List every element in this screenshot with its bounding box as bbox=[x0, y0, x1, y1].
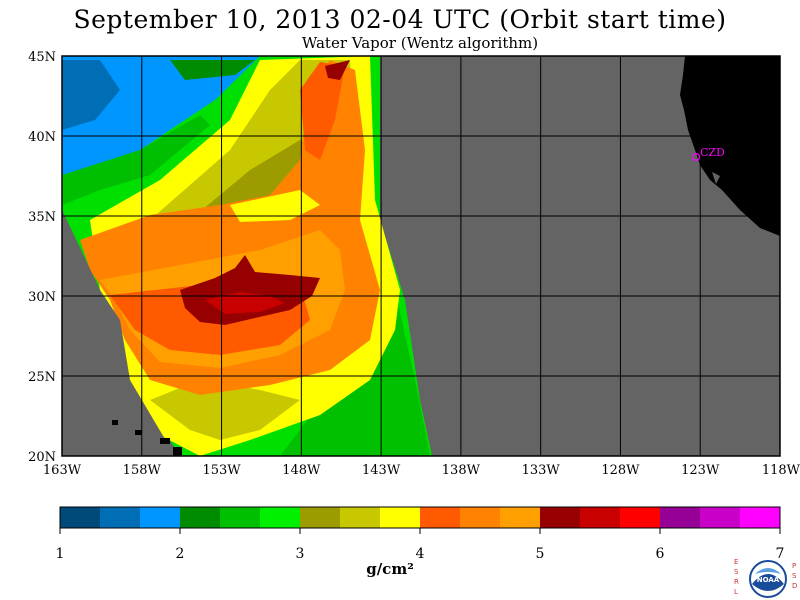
lon-label: 133W bbox=[522, 463, 561, 478]
colorbar-unit: g/cm² bbox=[366, 560, 414, 578]
logo-letter: R bbox=[734, 578, 739, 586]
land-west-coast bbox=[680, 56, 780, 236]
map-title: September 10, 2013 02-04 UTC (Orbit star… bbox=[73, 5, 727, 34]
longitude-labels: 163W 158W 153W 148W 143W 138W 133W 128W 123W 118W bbox=[43, 463, 800, 478]
lon-label: 148W bbox=[282, 463, 321, 478]
logo-letter: P bbox=[792, 562, 796, 570]
colorbar-swatch bbox=[740, 507, 781, 528]
lat-label: 20N bbox=[28, 450, 56, 465]
lon-label: 128W bbox=[601, 463, 640, 478]
station-marker: CZD bbox=[691, 146, 725, 162]
hawaii-islands bbox=[112, 420, 182, 456]
colorbar-swatch bbox=[700, 507, 741, 528]
lon-label: 158W bbox=[123, 463, 162, 478]
colorbar-swatch bbox=[60, 507, 101, 528]
colorbar-swatch bbox=[140, 507, 181, 528]
colorbar-tick-label: 1 bbox=[56, 546, 65, 562]
map-frame bbox=[61, 55, 781, 457]
lat-lon-grid bbox=[62, 56, 780, 456]
colorbar-swatch bbox=[540, 507, 581, 528]
colorbar-swatch bbox=[260, 507, 301, 528]
colorbar-swatch bbox=[500, 507, 541, 528]
no-data-wedge bbox=[62, 210, 175, 456]
colorbar-swatch bbox=[220, 507, 261, 528]
colorbar-tick-label: 7 bbox=[776, 546, 785, 562]
map-subtitle: Water Vapor (Wentz algorithm) bbox=[301, 34, 539, 52]
lat-label: 40N bbox=[28, 130, 56, 145]
colorbar-swatch bbox=[180, 507, 221, 528]
logo-letter: E bbox=[734, 558, 738, 566]
colorbar-swatch bbox=[380, 507, 421, 528]
colorbar-tick-label: 3 bbox=[296, 546, 305, 562]
colorbar-swatch bbox=[620, 507, 661, 528]
svg-text:NOAA: NOAA bbox=[757, 576, 780, 584]
svg-text:CZD: CZD bbox=[700, 146, 725, 159]
colorbar-ticks: 1 2 3 4 5 6 7 bbox=[56, 528, 785, 562]
colorbar bbox=[60, 507, 781, 528]
colorbar-tick-label: 2 bbox=[176, 546, 185, 562]
lat-label: 25N bbox=[28, 370, 56, 385]
water-vapor-swath bbox=[62, 56, 432, 456]
colorbar-swatch bbox=[660, 507, 701, 528]
lat-label: 30N bbox=[28, 290, 56, 305]
logo-letter: S bbox=[734, 568, 739, 576]
colorbar-tick-label: 4 bbox=[416, 546, 425, 562]
colorbar-swatch bbox=[460, 507, 501, 528]
logo-letter: D bbox=[792, 582, 797, 590]
lon-label: 153W bbox=[202, 463, 241, 478]
lon-label: 123W bbox=[681, 463, 720, 478]
latitude-labels: 45N 40N 35N 30N 25N 20N bbox=[28, 50, 56, 465]
colorbar-swatch bbox=[100, 507, 141, 528]
colorbar-swatch bbox=[420, 507, 461, 528]
logo-letter: L bbox=[734, 588, 738, 596]
colorbar-tick-label: 5 bbox=[536, 546, 545, 562]
colorbar-tick-label: 6 bbox=[656, 546, 665, 562]
logo-letter: S bbox=[792, 572, 797, 580]
lon-label: 118W bbox=[762, 463, 800, 478]
colorbar-swatch bbox=[340, 507, 381, 528]
band-dark-red bbox=[180, 255, 320, 325]
lat-label: 45N bbox=[28, 50, 56, 65]
lon-label: 163W bbox=[43, 463, 82, 478]
lat-label: 35N bbox=[28, 210, 56, 225]
lon-label: 143W bbox=[362, 463, 401, 478]
lon-label: 138W bbox=[442, 463, 481, 478]
colorbar-swatch bbox=[580, 507, 621, 528]
colorbar-swatch bbox=[300, 507, 341, 528]
